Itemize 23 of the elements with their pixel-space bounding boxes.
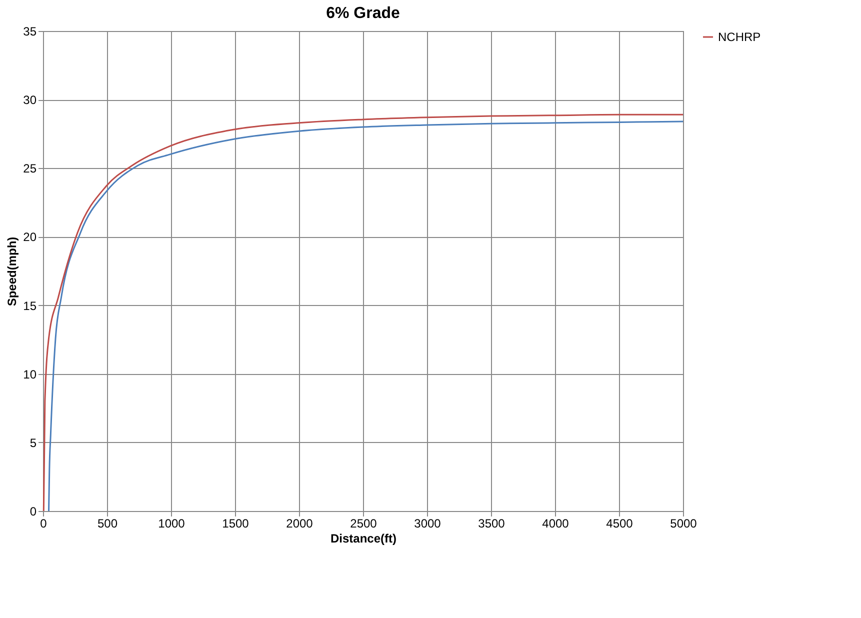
x-tick-label: 1500 (222, 516, 250, 530)
x-tick-label: 4500 (606, 516, 634, 530)
x-tick-label: 0 (40, 516, 48, 530)
y-tick-label: 25 (23, 162, 37, 176)
y-tick-label: 20 (23, 230, 37, 244)
y-tick-label: 15 (23, 298, 37, 313)
legend-label: NCHRP (718, 30, 761, 44)
x-tick-label: 2500 (350, 516, 378, 530)
y-tick-label: 10 (23, 367, 37, 382)
x-tick-label: 4000 (542, 516, 570, 530)
y-tick-label: 5 (30, 436, 37, 450)
y-tick-label: 35 (23, 24, 37, 38)
x-tick-label: 1000 (158, 516, 186, 530)
x-tick-label: 2000 (286, 516, 314, 530)
x-tick-label: 500 (97, 516, 118, 530)
x-tick-label: 3000 (414, 516, 442, 530)
y-tick-label: 0 (30, 504, 37, 518)
x-tick-label: 5000 (670, 516, 698, 530)
y-tick-label: 30 (23, 93, 37, 108)
x-axis-title: Distance(ft) (330, 532, 397, 546)
y-axis-title: Speed(mph) (5, 236, 20, 306)
x-tick-label: 3500 (478, 516, 506, 530)
chart-title: 6% Grade (326, 5, 400, 22)
